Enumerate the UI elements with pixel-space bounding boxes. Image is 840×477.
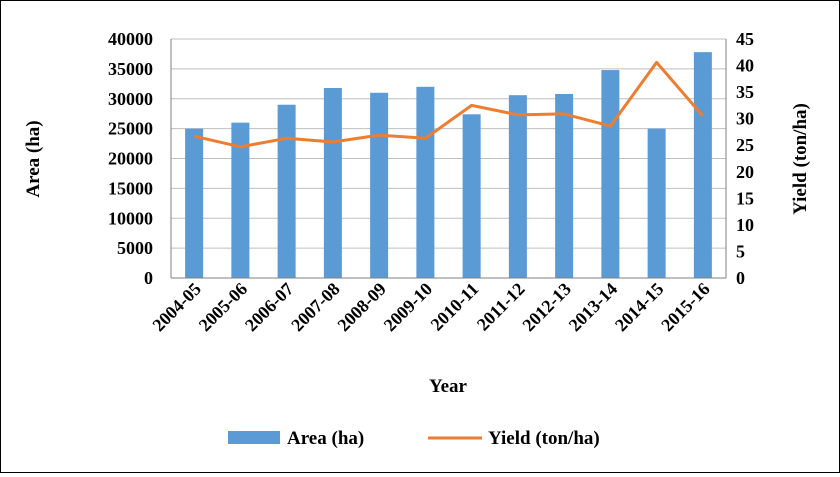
x-tick-label: 2008-09 bbox=[333, 279, 390, 336]
x-tick-label: 2014-15 bbox=[611, 279, 668, 336]
y2-tick-label: 10 bbox=[736, 215, 754, 235]
y2-tick-label: 15 bbox=[736, 188, 754, 208]
axes bbox=[170, 39, 727, 279]
line-yield bbox=[193, 60, 705, 149]
legend-label-yield: Yield (ton/ha) bbox=[488, 428, 600, 449]
y-tick-label: 0 bbox=[144, 268, 153, 288]
bar-area bbox=[370, 92, 389, 279]
bar-area bbox=[647, 128, 666, 278]
x-tick-label: 2015-16 bbox=[657, 279, 714, 336]
y2-tick-label: 45 bbox=[736, 29, 754, 49]
y2-tick-label: 35 bbox=[736, 82, 754, 102]
y-axis-title: Area (ha) bbox=[23, 120, 44, 197]
yield-line bbox=[193, 60, 705, 149]
area-bars bbox=[185, 52, 712, 279]
x-tick-label: 2007-08 bbox=[287, 279, 344, 336]
bar-area bbox=[555, 93, 574, 278]
x-tick-label: 2012-13 bbox=[518, 279, 575, 336]
y-tick-label: 25000 bbox=[108, 119, 153, 139]
bar-area bbox=[416, 86, 435, 278]
bar-area bbox=[323, 87, 342, 279]
x-tick-label: 2011-12 bbox=[473, 279, 529, 335]
left-axis-ticks: 0 5000 10000 15000 20000 25000 30000 35000 40000 bbox=[108, 29, 153, 288]
y2-tick-label: 20 bbox=[736, 162, 754, 182]
x-axis-ticks: 2004-052005-062006-072007-082008-092009-… bbox=[148, 279, 713, 336]
y-tick-label: 15000 bbox=[108, 178, 153, 198]
right-axis-ticks: 0 5 10 15 20 25 30 35 40 45 bbox=[736, 29, 754, 288]
y2-tick-label: 40 bbox=[736, 56, 754, 76]
x-tick-label: 2013-14 bbox=[565, 279, 622, 336]
y-tick-label: 5000 bbox=[117, 238, 153, 258]
y-tick-label: 40000 bbox=[108, 29, 153, 49]
bar-area bbox=[277, 104, 296, 278]
gridlines bbox=[171, 38, 726, 279]
x-tick-label: 2006-07 bbox=[241, 279, 298, 336]
bar-area bbox=[693, 52, 712, 278]
y2-tick-label: 5 bbox=[736, 241, 745, 261]
y2-axis-title: Yield (ton/ha) bbox=[790, 103, 811, 215]
y2-tick-label: 25 bbox=[736, 135, 754, 155]
y-tick-label: 10000 bbox=[108, 208, 153, 228]
bar-area bbox=[185, 128, 204, 278]
x-tick-label: 2010-11 bbox=[427, 279, 483, 335]
bar-area bbox=[462, 114, 481, 278]
legend-swatch-area bbox=[228, 431, 280, 444]
bar-area bbox=[508, 95, 527, 278]
bar-area bbox=[601, 70, 620, 278]
x-axis-title: Year bbox=[429, 376, 468, 397]
y2-tick-label: 30 bbox=[736, 109, 754, 129]
x-tick-label: 2005-06 bbox=[195, 279, 252, 336]
x-tick-label: 2009-10 bbox=[380, 279, 437, 336]
y-tick-label: 35000 bbox=[108, 59, 153, 79]
x-tick-label: 2004-05 bbox=[148, 279, 205, 336]
y2-tick-label: 0 bbox=[736, 268, 745, 288]
legend: Area (ha) Yield (ton/ha) bbox=[228, 428, 600, 449]
legend-label-area: Area (ha) bbox=[287, 428, 364, 449]
bar-area bbox=[231, 122, 250, 279]
y-tick-label: 20000 bbox=[108, 149, 153, 169]
y-tick-label: 30000 bbox=[108, 89, 153, 109]
